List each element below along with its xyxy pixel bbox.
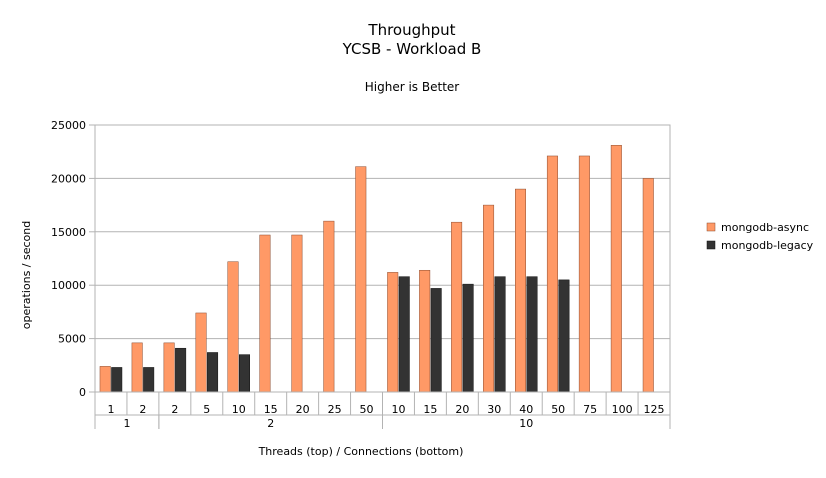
bars (99, 145, 654, 393)
x-tick-label: 75 (583, 403, 597, 416)
x-tick-label: 40 (519, 403, 533, 416)
x-tick-label: 10 (391, 403, 405, 416)
group-label: 1 (123, 417, 130, 430)
bar-mongodb-async-16 (610, 145, 622, 393)
bar-mongodb-async-2 (163, 342, 175, 393)
x-tick-label: 15 (264, 403, 278, 416)
bar-mongodb-async-7 (323, 220, 335, 393)
bar-mongodb-legacy-0 (111, 367, 123, 393)
bar-mongodb-legacy-10 (430, 288, 442, 393)
x-tick-label: 2 (171, 403, 178, 416)
bar-mongodb-legacy-11 (462, 283, 474, 393)
legend: mongodb-async mongodb-legacy (706, 221, 814, 252)
y-axis-label: operations / second (20, 221, 33, 329)
bar-mongodb-async-13 (515, 188, 526, 393)
bar-mongodb-async-15 (578, 155, 590, 393)
x-tick-label: 10 (232, 403, 246, 416)
bar-mongodb-async-1 (131, 342, 143, 393)
bar-mongodb-legacy-13 (526, 276, 538, 393)
chart-subtitle: YCSB - Workload B (342, 40, 482, 58)
bar-mongodb-async-10 (419, 269, 431, 393)
legend-label: mongodb-legacy (721, 239, 814, 252)
bar-mongodb-legacy-2 (175, 347, 187, 393)
chart-title: Throughput (367, 21, 455, 39)
group-label: 2 (267, 417, 274, 430)
bar-mongodb-async-9 (387, 272, 399, 393)
bar-mongodb-legacy-9 (398, 276, 410, 393)
x-tick-label: 100 (612, 403, 633, 416)
legend-swatch (706, 240, 716, 250)
x-tick-label: 2 (139, 403, 146, 416)
bar-mongodb-async-12 (483, 204, 495, 393)
x-tick-label: 50 (551, 403, 565, 416)
bar-mongodb-legacy-12 (494, 276, 506, 393)
group-label: 10 (519, 417, 533, 430)
y-tick-label: 0 (79, 386, 86, 399)
y-tick-label: 15000 (51, 226, 86, 239)
x-tick-label: 15 (423, 403, 437, 416)
x-tick-label: 20 (455, 403, 469, 416)
x-tick-label: 25 (328, 403, 342, 416)
x-tick-label: 20 (296, 403, 310, 416)
bar-mongodb-async-5 (259, 234, 271, 393)
bar-mongodb-async-14 (546, 155, 558, 393)
x-tick-label: 30 (487, 403, 501, 416)
bar-mongodb-legacy-1 (143, 367, 155, 393)
x-tick-label: 125 (644, 403, 665, 416)
bar-mongodb-async-11 (451, 221, 463, 393)
x-tick-label: 50 (360, 403, 374, 416)
chart-note: Higher is Better (365, 80, 460, 94)
bar-mongodb-async-8 (355, 166, 367, 393)
bar-mongodb-async-6 (291, 234, 303, 393)
bar-mongodb-async-17 (642, 178, 654, 393)
bar-mongodb-async-3 (195, 312, 207, 393)
bar-mongodb-legacy-3 (207, 352, 219, 393)
bar-mongodb-legacy-14 (558, 279, 570, 393)
bar-mongodb-async-4 (227, 261, 239, 393)
y-tick-label: 25000 (51, 119, 86, 132)
x-tick-label: 5 (203, 403, 210, 416)
axes (89, 124, 671, 429)
bar-mongodb-async-0 (99, 366, 111, 393)
y-tick-labels: 0 5000 10000 15000 20000 25000 (51, 119, 86, 399)
legend-label: mongodb-async (721, 221, 809, 234)
y-tick-label: 5000 (58, 333, 86, 346)
y-tick-label: 20000 (51, 172, 86, 185)
legend-swatch (706, 222, 716, 232)
bar-mongodb-legacy-4 (239, 354, 250, 393)
x-axis-label: Threads (top) / Connections (bottom) (258, 445, 464, 458)
y-tick-label: 10000 (51, 279, 86, 292)
x-tick-label: 1 (107, 403, 114, 416)
